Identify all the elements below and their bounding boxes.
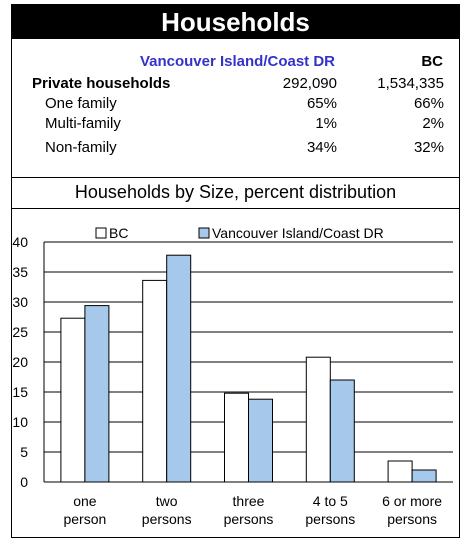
- row-region-value: 34%: [306, 139, 337, 156]
- row-label: Private households: [32, 75, 171, 92]
- row-bc-value: 1,534,335: [377, 75, 444, 92]
- x-tick-label: 4 to 5: [313, 493, 348, 509]
- legend-swatch: [198, 227, 210, 239]
- bar-region: [84, 305, 110, 483]
- household-size-chart: 0 5 10 15 20 25 30 35 40 one person two persons three…: [12, 225, 453, 527]
- bar-region: [166, 254, 192, 483]
- legend-label: Vancouver Island/Coast DR: [212, 225, 384, 241]
- x-tick-label: persons: [305, 511, 355, 527]
- x-tick-label: persons: [224, 511, 274, 527]
- x-tick-label: 6 or more: [382, 493, 442, 509]
- section-divider: [12, 208, 459, 209]
- summary-row: One family 65% 66%: [12, 95, 459, 115]
- x-tick-label: persons: [387, 511, 437, 527]
- bar-bc: [224, 392, 249, 483]
- column-header-region: Vancouver Island/Coast DR: [139, 53, 335, 70]
- legend-label: BC: [109, 225, 128, 241]
- summary-row: Multi-family 1% 2%: [12, 115, 459, 135]
- row-region-value: 1%: [315, 115, 337, 132]
- row-bc-value: 32%: [413, 139, 444, 156]
- panel-title: Households: [12, 5, 459, 39]
- bar-bc: [142, 279, 168, 483]
- y-tick-label: 20: [12, 354, 28, 370]
- bar-region: [248, 398, 273, 483]
- y-tick-label: 10: [12, 414, 28, 430]
- bar-bc: [305, 356, 331, 483]
- legend-swatch: [95, 227, 107, 239]
- bar-region: [329, 379, 355, 483]
- summary-row: Non-family 34% 32%: [12, 139, 459, 159]
- households-panel: Households Vancouver Island/Coast DR BC …: [11, 4, 460, 538]
- y-tick-label: 15: [12, 384, 28, 400]
- x-tick-label: one: [73, 493, 97, 509]
- row-region-value: 292,090: [282, 75, 337, 92]
- y-tick-label: 30: [12, 294, 28, 310]
- bar-region: [411, 469, 437, 483]
- x-tick-label: two: [156, 493, 178, 509]
- row-bc-value: 66%: [413, 95, 444, 112]
- bar-bc: [387, 460, 413, 483]
- row-label: Multi-family: [45, 115, 121, 132]
- x-tick-label: person: [63, 511, 106, 527]
- column-header-bc: BC: [421, 53, 443, 70]
- section-divider: [12, 177, 459, 178]
- summary-row: Private households 292,090 1,534,335: [12, 75, 459, 95]
- chart-title: Households by Size, percent distribution: [74, 182, 397, 202]
- y-tick-label: 0: [20, 474, 28, 490]
- row-bc-value: 2%: [422, 115, 444, 132]
- row-region-value: 65%: [306, 95, 337, 112]
- row-label: One family: [45, 95, 117, 112]
- y-tick-label: 25: [12, 324, 28, 340]
- bar-bc: [60, 317, 86, 483]
- y-tick-label: 40: [12, 234, 28, 250]
- row-label: Non-family: [45, 139, 117, 156]
- x-tick-label: three: [233, 493, 265, 509]
- x-tick-label: persons: [142, 511, 192, 527]
- y-tick-label: 5: [20, 444, 28, 460]
- household-summary: Vancouver Island/Coast DR BC Private hou…: [12, 39, 459, 177]
- y-tick-label: 35: [12, 264, 28, 280]
